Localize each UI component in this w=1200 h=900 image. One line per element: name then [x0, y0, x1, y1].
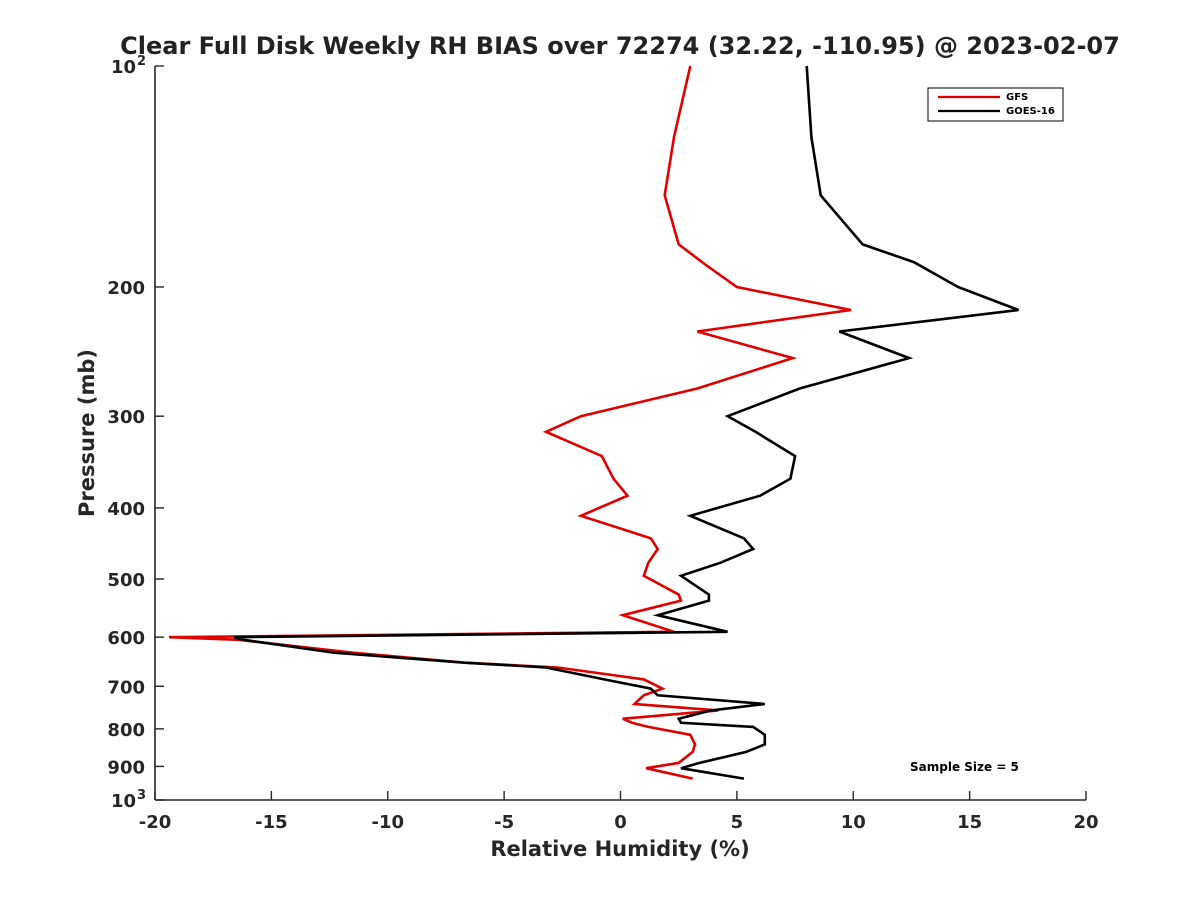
y-tick-label: 200	[107, 278, 145, 299]
y-tick-label: 500	[107, 570, 145, 591]
x-axis-label: Relative Humidity (%)	[490, 837, 749, 861]
x-tick-label: 5	[731, 812, 744, 833]
y-tick-label: 700	[107, 677, 145, 698]
x-tick-label: 0	[614, 812, 627, 833]
y-tick-label: 400	[107, 499, 145, 520]
x-tick-label: -20	[139, 812, 172, 833]
series-line-gfs	[168, 65, 852, 780]
x-tick-label: 10	[841, 812, 866, 833]
chart-title: Clear Full Disk Weekly RH BIAS over 7227…	[120, 32, 1120, 60]
x-tick-label: 20	[1073, 812, 1098, 833]
legend: GFS GOES-16	[927, 87, 1064, 122]
y-tick-label: 10	[111, 57, 136, 78]
series-line-goes16	[233, 65, 1019, 780]
y-tick-label: 800	[107, 720, 145, 741]
legend-label-gfs: GFS	[1006, 92, 1028, 103]
y-tick-label: 600	[107, 628, 145, 649]
x-tick-label: -15	[255, 812, 288, 833]
series-layer	[168, 65, 1019, 780]
y-tick-label: 900	[107, 757, 145, 778]
y-tick-exponent: 3	[137, 788, 146, 803]
y-tick-label: 300	[107, 407, 145, 428]
legend-label-goes16: GOES-16	[1006, 106, 1055, 117]
x-tick-label: 15	[957, 812, 982, 833]
legend-box	[927, 87, 1064, 122]
sample-size-annotation: Sample Size = 5	[910, 760, 1019, 774]
y-tick-label: 10	[111, 791, 136, 812]
x-tick-label: -5	[494, 812, 514, 833]
x-tick-label: -10	[371, 812, 404, 833]
y-axis-label: Pressure (mb)	[75, 349, 99, 517]
y-tick-exponent: 2	[137, 54, 146, 69]
